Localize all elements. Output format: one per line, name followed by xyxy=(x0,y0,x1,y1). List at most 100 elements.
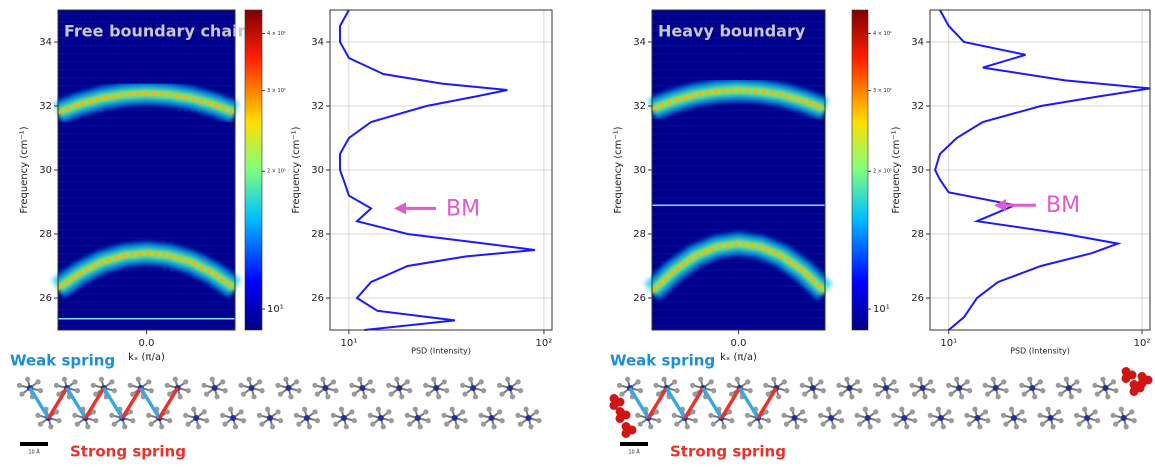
atom xyxy=(671,412,677,418)
atom xyxy=(922,394,928,400)
x-tick-label: 0.0 xyxy=(731,338,747,349)
heavy-atom xyxy=(615,407,625,417)
atom xyxy=(130,391,136,397)
x-axis-label: PSD (Intensity) xyxy=(1010,347,1070,356)
atom xyxy=(481,388,487,394)
atom xyxy=(893,421,899,427)
atom xyxy=(320,376,326,382)
atom xyxy=(899,406,905,412)
atom xyxy=(264,406,271,412)
atom xyxy=(653,409,659,415)
atom xyxy=(875,391,881,397)
atom xyxy=(167,418,173,424)
atom xyxy=(246,376,252,382)
colorbar xyxy=(244,9,263,331)
atom xyxy=(90,409,97,415)
atom xyxy=(1003,421,1009,427)
atom xyxy=(820,421,826,427)
atom xyxy=(891,412,897,418)
atom xyxy=(1095,418,1101,424)
y-tick-label: 34 xyxy=(911,37,924,48)
atom xyxy=(517,421,524,427)
atom xyxy=(1040,388,1046,394)
atom xyxy=(982,409,989,415)
atom xyxy=(958,394,965,400)
atom xyxy=(370,421,376,427)
atom xyxy=(386,409,392,415)
atom xyxy=(404,379,410,385)
atom xyxy=(637,388,644,394)
atom xyxy=(684,424,690,430)
atom xyxy=(462,418,468,424)
nitrogen xyxy=(1065,385,1072,391)
bm-arrow-head xyxy=(994,199,1006,212)
atom xyxy=(37,388,44,394)
atom xyxy=(460,409,466,415)
atom xyxy=(135,376,141,382)
y-tick-label: 28 xyxy=(911,229,924,240)
atom xyxy=(844,376,850,382)
atom xyxy=(940,424,946,430)
atom xyxy=(19,391,25,397)
atom xyxy=(72,412,78,418)
spring xyxy=(65,387,87,419)
atom xyxy=(781,412,787,418)
atom xyxy=(784,388,790,394)
nitrogen xyxy=(377,415,384,421)
atom xyxy=(259,388,265,394)
atom xyxy=(765,418,772,424)
bm-label: BM xyxy=(446,196,480,221)
atom xyxy=(1050,424,1056,430)
atom xyxy=(333,388,339,394)
atom xyxy=(338,406,345,412)
y-tick-label: 30 xyxy=(311,165,324,176)
atom xyxy=(891,379,897,385)
x-tick-label: 10² xyxy=(536,338,553,349)
atom xyxy=(708,379,714,385)
spring xyxy=(628,387,650,419)
atom xyxy=(972,406,978,412)
y-tick-label: 28 xyxy=(633,229,646,240)
atom xyxy=(1019,382,1025,388)
atom xyxy=(61,376,68,382)
atom xyxy=(93,391,99,397)
spring xyxy=(665,387,687,419)
atom xyxy=(1037,412,1043,418)
atom xyxy=(277,391,284,397)
atom xyxy=(515,379,521,385)
atom xyxy=(164,409,170,415)
atom xyxy=(1113,388,1119,394)
y-tick-label: 34 xyxy=(633,37,646,48)
y-tick-label: 32 xyxy=(39,101,52,112)
colorbar-tick-label: 3 × 10¹ xyxy=(267,88,286,94)
atom xyxy=(222,421,228,427)
atom xyxy=(293,379,300,385)
y-axis-label: Frequency (cm⁻¹) xyxy=(613,126,624,213)
atom xyxy=(1021,391,1027,397)
atom xyxy=(818,379,824,385)
atom xyxy=(74,421,80,427)
atom xyxy=(333,421,339,427)
y-tick-label: 26 xyxy=(39,293,52,304)
atom xyxy=(90,382,96,388)
atom xyxy=(1123,424,1129,430)
atom xyxy=(468,376,474,382)
atom xyxy=(185,388,191,394)
atom xyxy=(177,394,183,400)
atom xyxy=(357,376,363,382)
spring xyxy=(120,387,143,419)
atom xyxy=(296,388,302,394)
atom xyxy=(948,418,954,424)
nitrogen xyxy=(919,385,926,391)
atom xyxy=(380,424,386,430)
atom xyxy=(109,412,115,418)
atom xyxy=(977,424,983,430)
spring xyxy=(683,387,705,419)
atom xyxy=(201,382,207,388)
atom xyxy=(367,412,373,418)
heavy-atom xyxy=(1121,367,1131,377)
atom xyxy=(637,421,643,427)
atom xyxy=(534,409,540,415)
atom xyxy=(196,424,202,430)
atom xyxy=(16,382,23,388)
